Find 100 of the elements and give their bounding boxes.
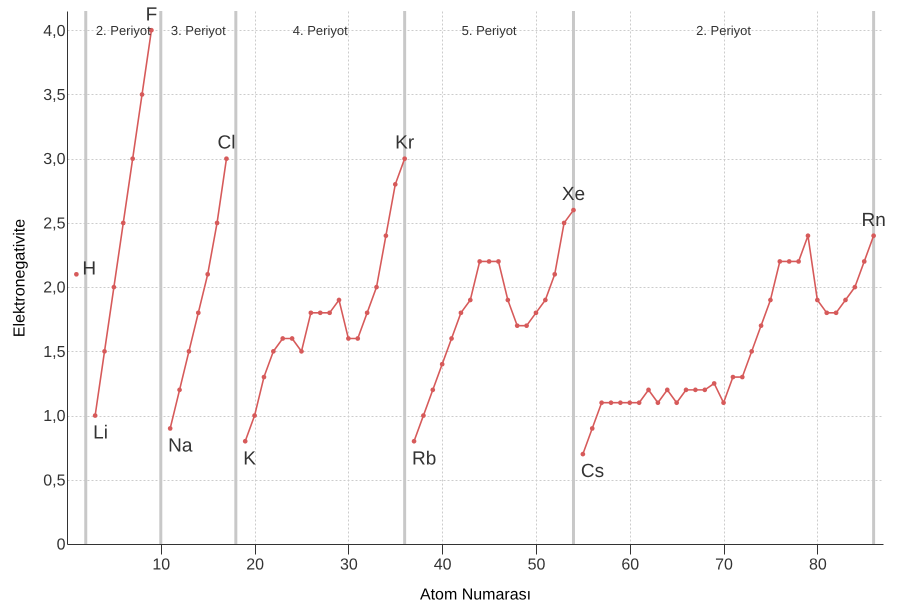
point: [730, 374, 736, 380]
point: [458, 310, 464, 316]
point: [862, 259, 867, 264]
annotation: 3. Periyot: [170, 23, 226, 38]
annotation: Rn: [861, 210, 886, 231]
point: [843, 298, 848, 302]
point: [740, 374, 745, 380]
point: [786, 259, 792, 264]
point: [599, 400, 604, 406]
point: [140, 92, 144, 97]
point: [430, 388, 436, 392]
point: [214, 220, 220, 226]
point: [374, 284, 379, 290]
point: [758, 323, 764, 328]
point: [346, 336, 351, 341]
annotation: F: [146, 4, 158, 26]
point: [608, 400, 614, 406]
point: [327, 310, 332, 316]
point: [205, 272, 210, 277]
point: [749, 349, 754, 354]
x-tick-label: 20: [246, 556, 264, 574]
point: [664, 388, 670, 392]
annotation: Xe: [562, 184, 586, 206]
x-tick-label: 30: [340, 556, 358, 574]
point: [834, 310, 838, 316]
y-tick-label: 3,5: [43, 86, 66, 104]
x-tick-label: 80: [808, 556, 827, 574]
point: [768, 298, 773, 302]
point: [871, 233, 876, 238]
x-tick-label: 10: [152, 556, 170, 574]
point: [412, 438, 416, 444]
point: [505, 298, 510, 302]
point: [364, 310, 370, 316]
y-tick-label: 0: [56, 536, 66, 554]
point: [242, 438, 248, 444]
y-tick-label: 2,5: [43, 215, 66, 232]
point: [674, 400, 679, 406]
point: [318, 310, 323, 316]
point: [102, 349, 107, 354]
y-axis-title: Elektronegativite: [11, 218, 28, 338]
point: [721, 400, 726, 406]
point: [693, 388, 698, 392]
annotation: 4. Periyot: [292, 23, 348, 38]
point: [336, 298, 342, 302]
point: [355, 336, 360, 341]
point: [290, 336, 294, 341]
annotation: Na: [168, 435, 193, 456]
point: [571, 208, 576, 212]
point: [514, 323, 520, 328]
point: [177, 388, 182, 392]
point: [252, 413, 257, 418]
point: [562, 220, 566, 226]
annotation: 2. Periyot: [696, 23, 752, 38]
x-tick-label: 40: [434, 556, 452, 574]
point: [308, 310, 314, 316]
point: [777, 259, 782, 264]
point: [168, 426, 173, 431]
point: [402, 156, 407, 162]
annotation: H: [82, 258, 96, 280]
point: [120, 220, 126, 226]
point: [112, 284, 116, 290]
point: [627, 400, 632, 406]
point: [262, 374, 266, 380]
y-tick-label: 2,0: [43, 280, 66, 297]
point: [534, 310, 538, 316]
point: [524, 323, 529, 328]
point: [543, 298, 548, 302]
x-tick-label: 70: [715, 556, 734, 574]
x-tick-label: 60: [621, 556, 640, 574]
annotation: Rb: [412, 448, 436, 470]
y-tick-label: 0,5: [43, 472, 66, 490]
point: [824, 310, 830, 316]
annotation: Cl: [217, 132, 236, 154]
point: [618, 400, 623, 406]
annotation: Cs: [580, 461, 604, 482]
y-tick-label: 4,0: [43, 22, 66, 40]
y-tick-label: 1,0: [43, 408, 66, 426]
point: [384, 233, 388, 238]
point: [552, 272, 558, 277]
x-tick-label: 50: [528, 556, 546, 574]
point: [271, 349, 276, 354]
point: [702, 388, 708, 392]
point: [392, 182, 398, 187]
point: [449, 336, 454, 341]
point: [92, 413, 98, 418]
point: [590, 426, 595, 431]
point: [852, 284, 858, 290]
x-axis-title: Atom Numarası: [420, 586, 532, 604]
point: [477, 259, 482, 264]
point: [806, 233, 810, 238]
annotation: Kr: [395, 132, 415, 154]
point: [684, 388, 688, 392]
point: [468, 298, 473, 302]
y-tick-label: 1,5: [43, 344, 66, 361]
point: [815, 298, 820, 302]
point: [636, 400, 642, 406]
annotation: K: [243, 448, 256, 470]
point: [280, 336, 286, 341]
annotation: 5. Periyot: [462, 23, 517, 38]
point: [224, 156, 229, 162]
